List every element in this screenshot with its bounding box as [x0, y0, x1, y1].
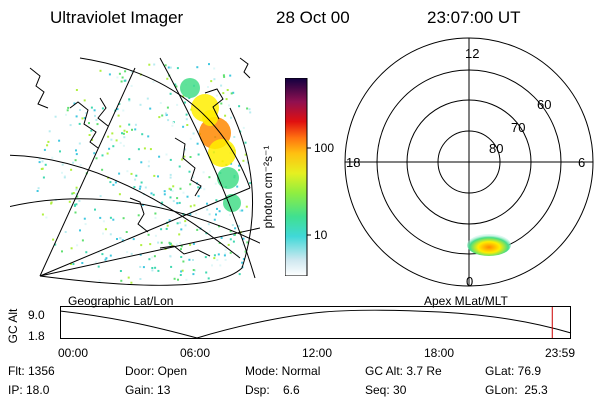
colorbar-tick-10: 10 [314, 228, 328, 242]
info-glat: GLat: 76.9 [485, 364, 542, 378]
polar-plot [344, 37, 594, 287]
altitude-xtick-3: 18:00 [424, 346, 455, 360]
altitude-xtick-1: 06:00 [180, 346, 211, 360]
aurora-oval [467, 234, 511, 256]
instrument-title: Ultraviolet Imager [50, 8, 184, 27]
geographic-image [10, 57, 260, 286]
lat-label-80: 80 [489, 141, 504, 156]
info-ip: IP: 18.0 [8, 383, 50, 397]
altitude-xtick-4: 23:59 [545, 346, 576, 360]
time-label: 23:07:00 UT [427, 8, 521, 27]
mlt-label-right: 6 [578, 155, 586, 170]
right-panel-label: Apex MLat/MLT [424, 294, 508, 308]
altitude-xtick-2: 12:00 [302, 346, 333, 360]
colorbar-tick-100: 100 [314, 141, 335, 155]
info-dsp: Dsp: 6.6 [245, 383, 300, 397]
colorbar-unit-label: photon cm⁻²s⁻¹ [261, 145, 275, 229]
mlt-label-left: 18 [346, 155, 361, 170]
mlt-label-top: 12 [465, 46, 480, 61]
info-glon: GLon: 25.3 [485, 383, 548, 397]
altitude-ytick-low: 1.8 [28, 329, 45, 343]
info-flt: Flt: 1356 [8, 364, 55, 378]
left-panel-label: Geographic Lat/Lon [68, 294, 174, 308]
lat-label-60: 60 [537, 97, 552, 112]
altitude-xtick-0: 00:00 [58, 346, 89, 360]
colorbar [285, 78, 311, 276]
info-seq: Seq: 30 [365, 383, 407, 397]
date-label: 28 Oct 00 [276, 8, 350, 27]
altitude-plot [60, 306, 572, 339]
altitude-ytick-high: 9.0 [28, 308, 45, 322]
info-door: Door: Open [125, 364, 188, 378]
altitude-ylabel: GC Alt [6, 308, 20, 344]
mlt-label-bottom: 0 [466, 274, 474, 289]
info-gc-alt: GC Alt: 3.7 Re [365, 364, 442, 378]
info-gain: Gain: 13 [125, 383, 171, 397]
info-mode: Mode: Normal [245, 364, 321, 378]
lat-label-70: 70 [511, 120, 526, 135]
